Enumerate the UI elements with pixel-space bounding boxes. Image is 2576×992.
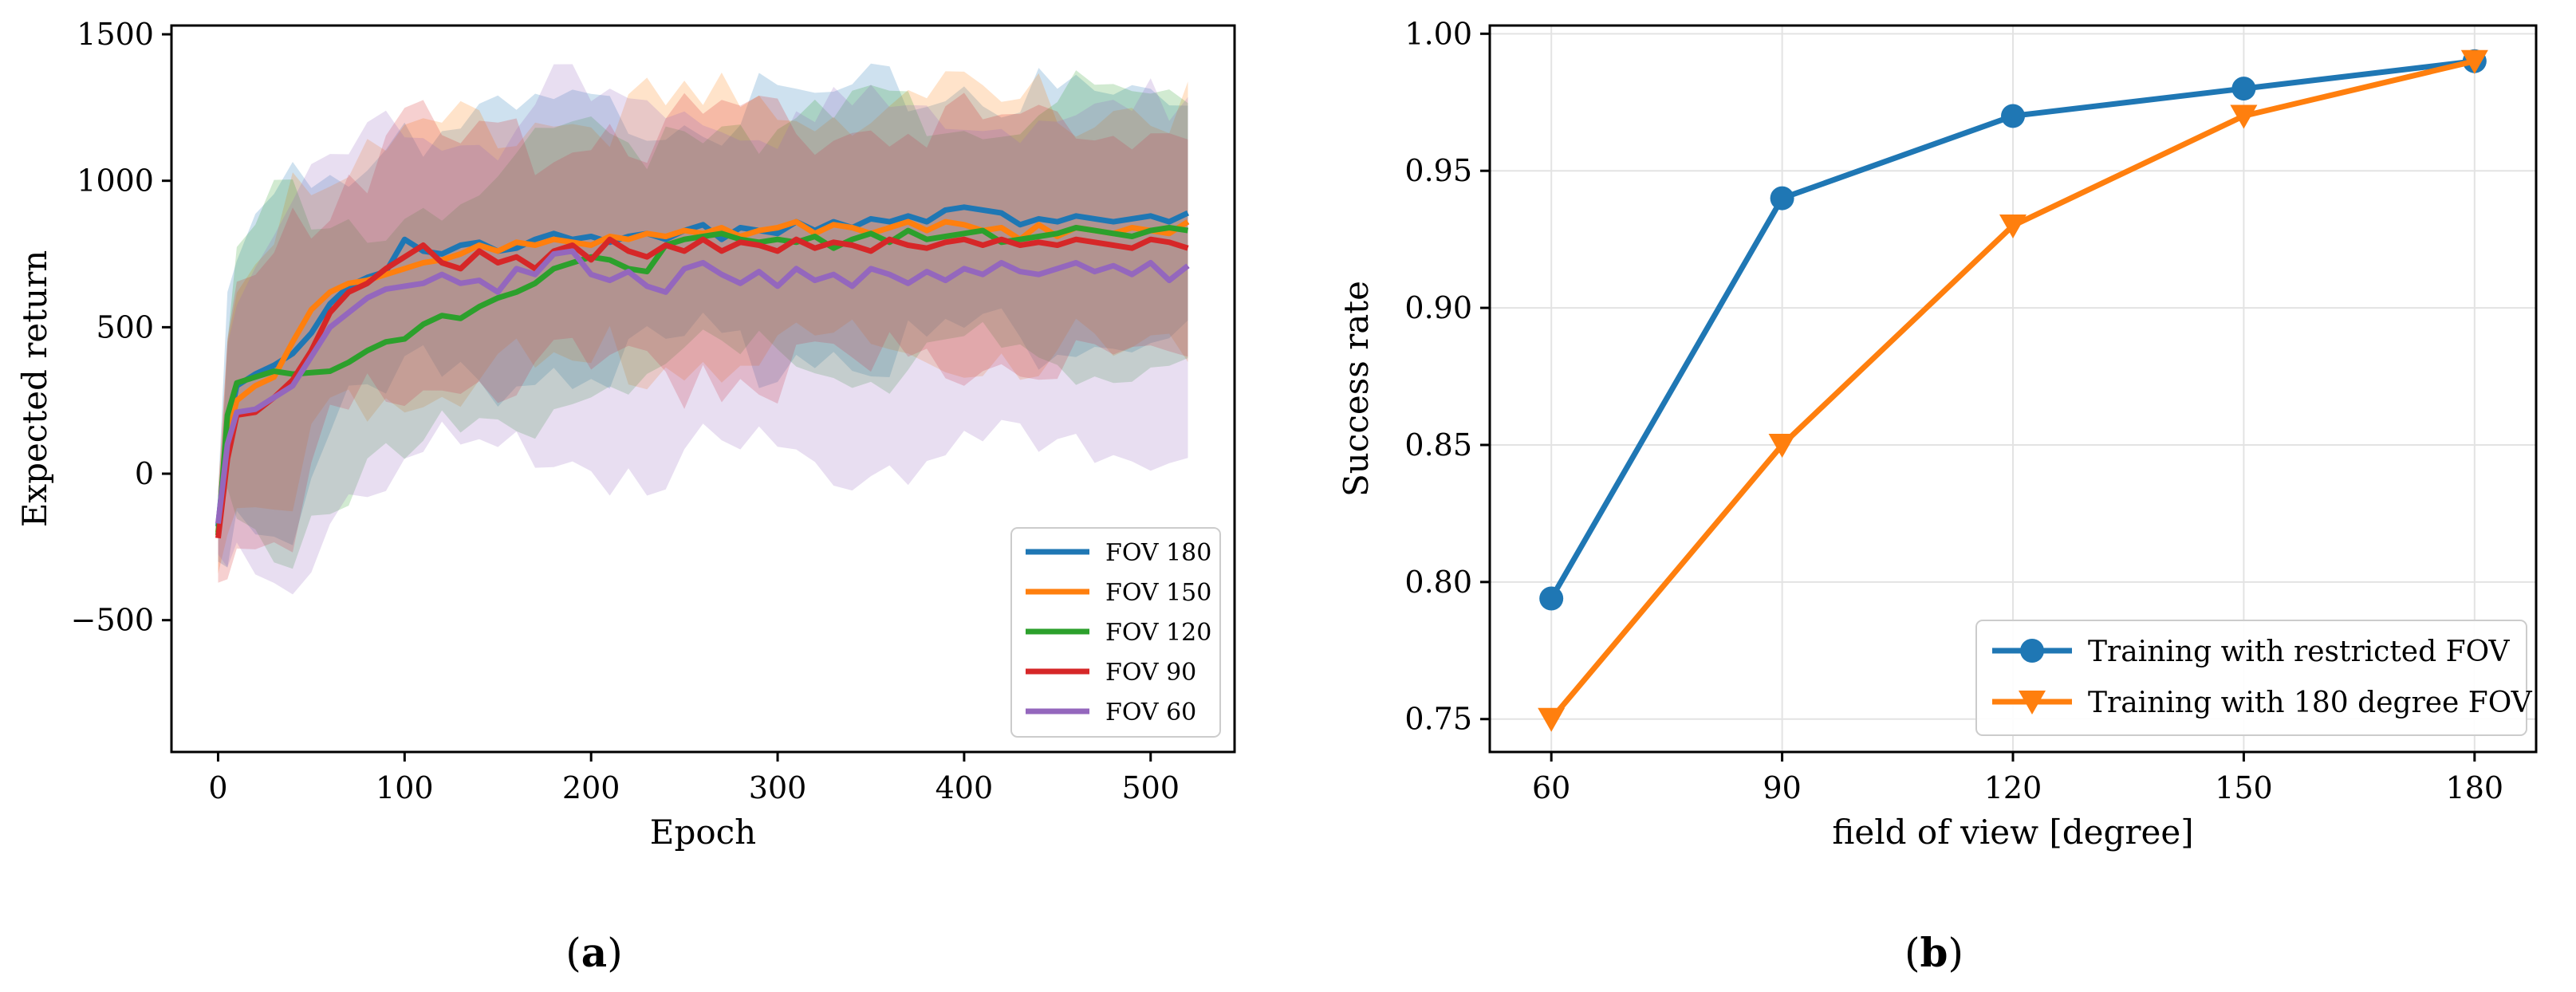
x-tick-label-a: 300 xyxy=(749,770,807,805)
y-tick-label-a: 1500 xyxy=(77,17,154,52)
y-tick-label-b: 0.95 xyxy=(1404,153,1472,188)
series-fov-180 xyxy=(1538,49,2488,732)
legend-b-marker xyxy=(2019,691,2046,714)
band-fov-180 xyxy=(218,63,1188,568)
point-triangle xyxy=(1768,433,1796,458)
y-tick-label-b: 0.75 xyxy=(1404,702,1472,737)
y-tick-label-a: 500 xyxy=(96,309,154,344)
y-axis-label-b: Success rate xyxy=(1337,281,1376,497)
point-circle xyxy=(1770,186,1794,211)
x-tick-label-b: 150 xyxy=(2215,770,2273,805)
point-triangle xyxy=(2460,49,2488,74)
legend-a-label: FOV 180 xyxy=(1105,539,1211,567)
legend-a-box xyxy=(1010,527,1221,738)
point-circle xyxy=(1539,586,1564,611)
x-axis-label-b: field of view [degree] xyxy=(1832,813,2193,852)
y-tick-label-a: 0 xyxy=(135,456,154,491)
line-fov-120 xyxy=(215,225,1189,536)
point-triangle xyxy=(1538,707,1566,732)
x-tick-label-a: 100 xyxy=(376,770,434,805)
line-fov-90 xyxy=(215,236,1189,539)
x-tick-label-b: 90 xyxy=(1763,770,1801,805)
band-fov-150 xyxy=(218,71,1188,574)
x-tick-label-a: 500 xyxy=(1121,770,1180,805)
y-tick-label-b: 0.85 xyxy=(1404,427,1472,463)
y-tick-label-a: −500 xyxy=(71,603,154,638)
legend-b-label: Training with 180 degree FOV xyxy=(2088,687,2533,719)
x-tick-label-a: 0 xyxy=(208,770,227,805)
point-circle xyxy=(2001,104,2025,128)
legend-a-label: FOV 120 xyxy=(1105,619,1211,647)
legend-b-marker xyxy=(2020,639,2044,663)
band-fov-60 xyxy=(218,64,1188,595)
variance-bands xyxy=(218,63,1188,595)
caption-a: (a) xyxy=(565,929,622,976)
x-tick-label-b: 180 xyxy=(2446,770,2504,805)
y-tick-label-b: 1.00 xyxy=(1404,16,1472,51)
x-tick-label-b: 60 xyxy=(1532,770,1570,805)
x-tick-label-b: 120 xyxy=(1984,770,2042,805)
line-fov-60 xyxy=(215,248,1190,524)
caption-a-letter: a xyxy=(581,929,607,976)
panel-a: 0 100 200 300 400 500 −500 0 500 1000 1500 Epoch Exp… xyxy=(15,17,1236,852)
band-fov-120 xyxy=(218,70,1188,569)
legend-b: Training with restricted FOV Training wit… xyxy=(1975,620,2533,736)
caption-b-letter: b xyxy=(1920,929,1948,976)
panel-b: 60 90 120 150 180 0.75 0.80 0.85 0.90 0.95 1.00 fie… xyxy=(1337,16,2538,852)
legend-a: FOV 180 FOV 150 FOV 120 FOV 90 FOV 60 xyxy=(1010,527,1221,738)
series-lines xyxy=(215,204,1190,539)
legend-a-label: FOV 60 xyxy=(1105,699,1196,726)
x-axis-label-a: Epoch xyxy=(650,813,756,852)
y-tick-label-a: 1000 xyxy=(77,163,154,199)
legend-a-label: FOV 90 xyxy=(1105,659,1196,687)
legend-b-box xyxy=(1975,620,2527,736)
point-circle xyxy=(2231,77,2256,101)
legend-a-label: FOV 150 xyxy=(1105,579,1211,607)
y-tick-label-b: 0.90 xyxy=(1404,290,1472,325)
x-tick-label-a: 400 xyxy=(935,770,994,805)
plot-frame-a xyxy=(170,24,1236,754)
y-tick-label-b: 0.80 xyxy=(1404,565,1472,600)
point-triangle xyxy=(1999,214,2027,238)
legend-b-label: Training with restricted FOV xyxy=(2088,636,2510,668)
y-axis-label-a: Expected return xyxy=(15,250,54,528)
x-tick-label-a: 200 xyxy=(562,770,620,805)
band-fov-90 xyxy=(218,93,1188,583)
caption-b: (b) xyxy=(1904,929,1964,976)
point-triangle xyxy=(2230,104,2258,129)
